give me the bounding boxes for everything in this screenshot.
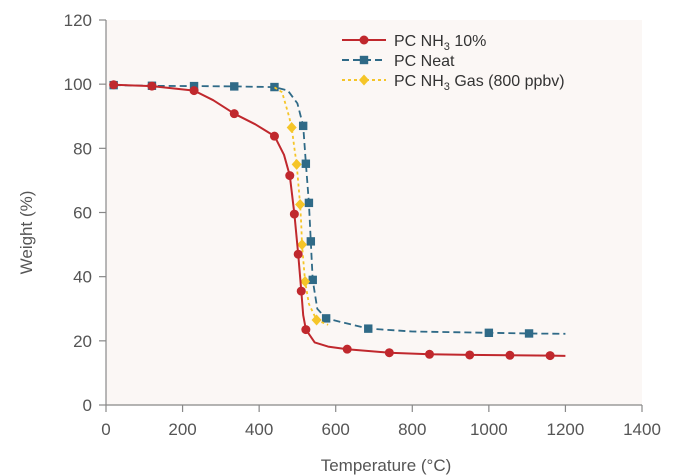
data-point	[285, 171, 294, 180]
data-point	[294, 250, 303, 259]
data-point	[465, 350, 474, 359]
data-point	[305, 199, 313, 207]
y-tick-label: 80	[73, 139, 92, 158]
data-point	[147, 82, 156, 91]
legend-marker	[360, 56, 368, 64]
data-point	[485, 329, 493, 337]
data-point	[299, 122, 307, 130]
x-tick-label: 400	[245, 420, 273, 439]
x-tick-label: 200	[168, 420, 196, 439]
y-axis-title: Weight (%)	[17, 191, 36, 275]
x-tick-label: 1200	[547, 420, 585, 439]
data-point	[343, 345, 352, 354]
y-tick-label: 120	[64, 11, 92, 30]
data-point	[230, 109, 239, 118]
y-tick-label: 0	[83, 396, 92, 415]
y-tick-label: 100	[64, 75, 92, 94]
data-point	[364, 324, 372, 332]
y-tick-label: 40	[73, 268, 92, 287]
data-point	[302, 160, 310, 168]
y-tick-label: 60	[73, 204, 92, 223]
y-tick-label: 20	[73, 332, 92, 351]
x-axis-title: Temperature (°C)	[321, 456, 452, 475]
x-tick-label: 600	[322, 420, 350, 439]
data-point	[109, 80, 118, 89]
data-point	[525, 329, 533, 337]
x-tick-label: 1400	[623, 420, 661, 439]
x-tick-label: 800	[398, 420, 426, 439]
data-point	[301, 325, 310, 334]
data-point	[385, 348, 394, 357]
data-point	[322, 314, 330, 322]
x-tick-label: 1000	[470, 420, 508, 439]
legend-marker	[360, 36, 369, 45]
data-point	[425, 350, 434, 359]
data-point	[290, 210, 299, 219]
data-point	[546, 351, 555, 360]
data-point	[190, 86, 199, 95]
data-point	[230, 82, 238, 90]
legend-label: PC Neat	[394, 53, 455, 70]
data-point	[307, 237, 315, 245]
data-point	[270, 132, 279, 141]
data-point	[505, 351, 514, 360]
data-point	[270, 83, 278, 91]
x-tick-label: 0	[101, 420, 110, 439]
data-point	[309, 276, 317, 284]
data-point	[297, 287, 306, 296]
